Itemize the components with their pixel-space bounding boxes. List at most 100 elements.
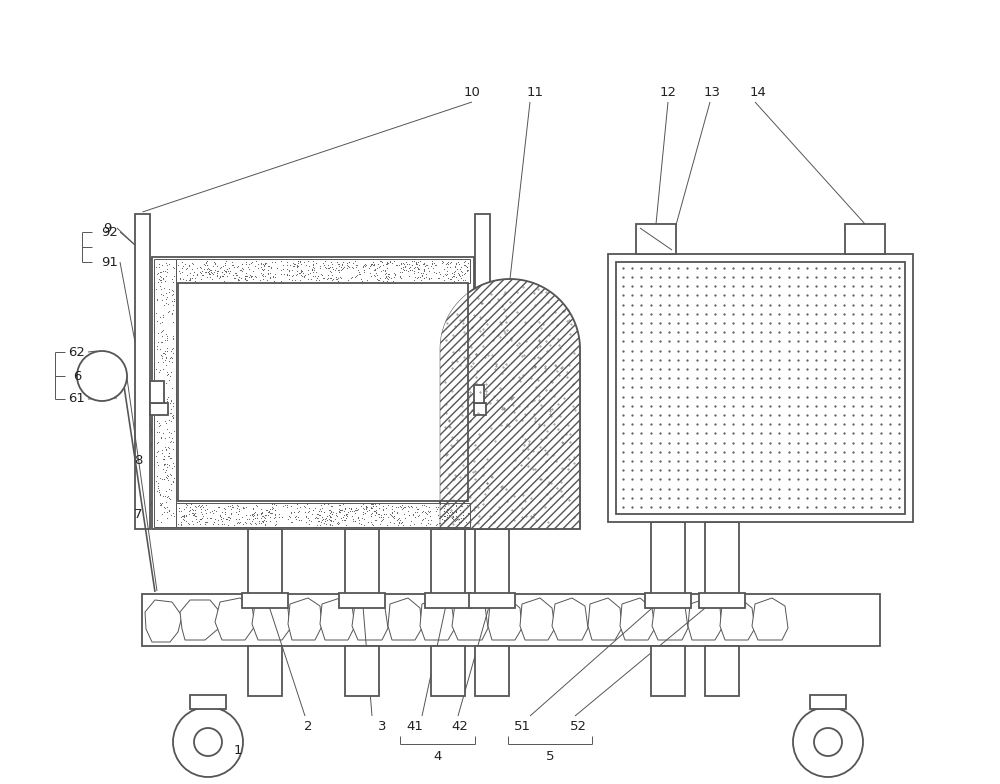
Point — [184, 506, 200, 519]
Point — [184, 503, 200, 516]
Point — [159, 259, 175, 271]
Point — [459, 264, 475, 277]
Point — [212, 270, 228, 283]
Point — [260, 267, 276, 280]
Point — [178, 498, 194, 510]
Point — [157, 441, 173, 453]
Point — [330, 263, 346, 276]
Point — [422, 510, 438, 522]
Point — [152, 270, 168, 282]
Point — [386, 255, 402, 267]
Point — [440, 258, 456, 270]
Point — [150, 458, 166, 470]
Point — [267, 256, 283, 269]
Point — [360, 516, 376, 528]
Point — [417, 512, 433, 524]
Point — [234, 257, 250, 270]
Point — [161, 505, 177, 517]
Point — [164, 409, 180, 422]
Point — [307, 270, 323, 282]
Text: 3: 3 — [378, 720, 386, 732]
Point — [259, 274, 275, 286]
Point — [373, 514, 389, 527]
Point — [230, 273, 246, 285]
Bar — [810, 695, 846, 709]
Bar — [616, 262, 905, 514]
Point — [178, 508, 194, 521]
Point — [184, 515, 200, 528]
Point — [432, 498, 448, 510]
Point — [439, 509, 455, 521]
Point — [312, 503, 328, 515]
Point — [187, 504, 203, 517]
Point — [345, 262, 361, 274]
Point — [448, 506, 464, 518]
Point — [459, 264, 475, 277]
Bar — [705, 646, 739, 696]
Point — [336, 509, 352, 521]
Point — [317, 515, 333, 528]
Point — [431, 517, 447, 529]
Point — [153, 430, 169, 443]
Point — [451, 515, 467, 528]
Point — [377, 271, 393, 284]
Point — [372, 260, 388, 273]
Point — [166, 460, 182, 473]
Point — [157, 347, 173, 360]
Point — [165, 400, 181, 412]
Point — [251, 517, 267, 529]
Point — [154, 325, 170, 337]
Point — [371, 501, 387, 514]
Point — [351, 514, 367, 526]
Point — [175, 510, 191, 523]
Point — [399, 257, 415, 270]
Point — [162, 435, 178, 448]
Point — [158, 444, 174, 456]
Point — [458, 260, 474, 272]
Point — [445, 270, 461, 282]
Point — [218, 266, 234, 278]
Point — [445, 507, 461, 520]
Point — [293, 268, 309, 281]
Point — [221, 262, 237, 274]
Point — [367, 509, 383, 521]
Text: 61: 61 — [69, 393, 85, 405]
Point — [305, 504, 321, 517]
Point — [228, 267, 244, 279]
Point — [265, 270, 281, 283]
Point — [451, 513, 467, 525]
Point — [455, 274, 471, 287]
Point — [355, 502, 371, 514]
Point — [165, 260, 181, 273]
Point — [253, 512, 269, 524]
Point — [443, 273, 459, 285]
Point — [386, 511, 402, 524]
Point — [159, 512, 175, 524]
Point — [336, 261, 352, 274]
Point — [314, 514, 330, 526]
Point — [256, 514, 272, 526]
Point — [279, 268, 295, 281]
Point — [439, 506, 455, 518]
Point — [436, 499, 452, 511]
Point — [412, 255, 428, 267]
Point — [153, 326, 169, 339]
Point — [226, 272, 242, 285]
Text: 4: 4 — [433, 750, 442, 763]
Point — [238, 257, 254, 270]
Point — [435, 256, 451, 268]
Point — [348, 503, 364, 516]
Point — [156, 472, 172, 485]
Point — [193, 262, 209, 274]
Point — [447, 260, 463, 272]
Point — [171, 502, 187, 514]
Point — [233, 271, 249, 284]
Point — [397, 511, 413, 524]
Point — [222, 499, 238, 512]
Point — [199, 271, 215, 284]
Point — [164, 343, 180, 356]
Point — [159, 469, 175, 481]
Point — [155, 310, 171, 323]
Point — [297, 500, 313, 513]
Point — [156, 474, 172, 486]
